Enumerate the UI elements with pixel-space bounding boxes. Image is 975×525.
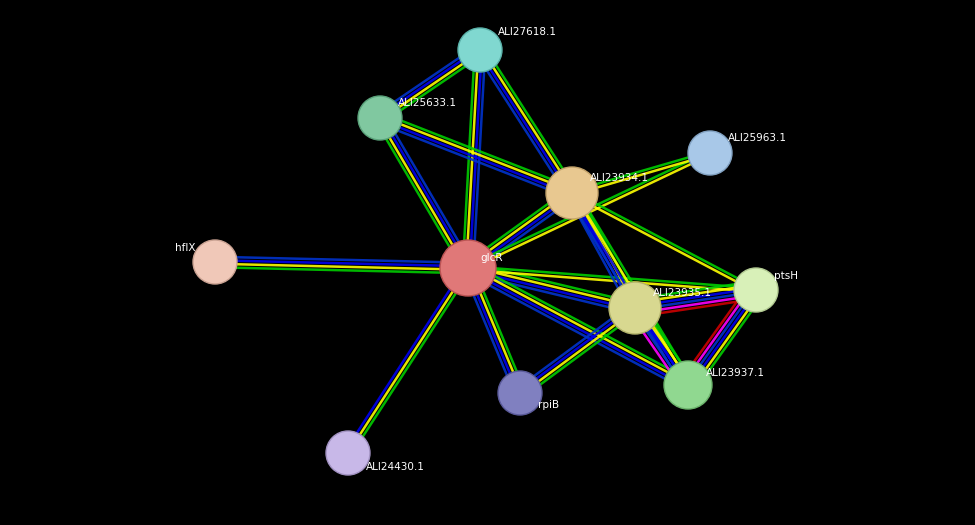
- Circle shape: [193, 240, 237, 284]
- Circle shape: [546, 167, 598, 219]
- Circle shape: [458, 28, 502, 72]
- Text: ALI23934.1: ALI23934.1: [590, 173, 649, 183]
- Text: hflX: hflX: [175, 243, 196, 253]
- Text: ptsH: ptsH: [774, 271, 798, 281]
- Text: rpiB: rpiB: [538, 400, 559, 410]
- Text: ALI24430.1: ALI24430.1: [366, 462, 425, 472]
- Text: ALI25633.1: ALI25633.1: [398, 98, 457, 108]
- Circle shape: [734, 268, 778, 312]
- Text: ALI25963.1: ALI25963.1: [728, 133, 787, 143]
- Circle shape: [609, 282, 661, 334]
- Circle shape: [358, 96, 402, 140]
- Circle shape: [326, 431, 370, 475]
- Text: ALI23937.1: ALI23937.1: [706, 368, 765, 378]
- Text: glcR: glcR: [480, 253, 502, 263]
- Circle shape: [664, 361, 712, 409]
- Text: ALI23935.1: ALI23935.1: [653, 288, 712, 298]
- Circle shape: [498, 371, 542, 415]
- Circle shape: [440, 240, 496, 296]
- Text: ALI27618.1: ALI27618.1: [498, 27, 557, 37]
- Circle shape: [688, 131, 732, 175]
